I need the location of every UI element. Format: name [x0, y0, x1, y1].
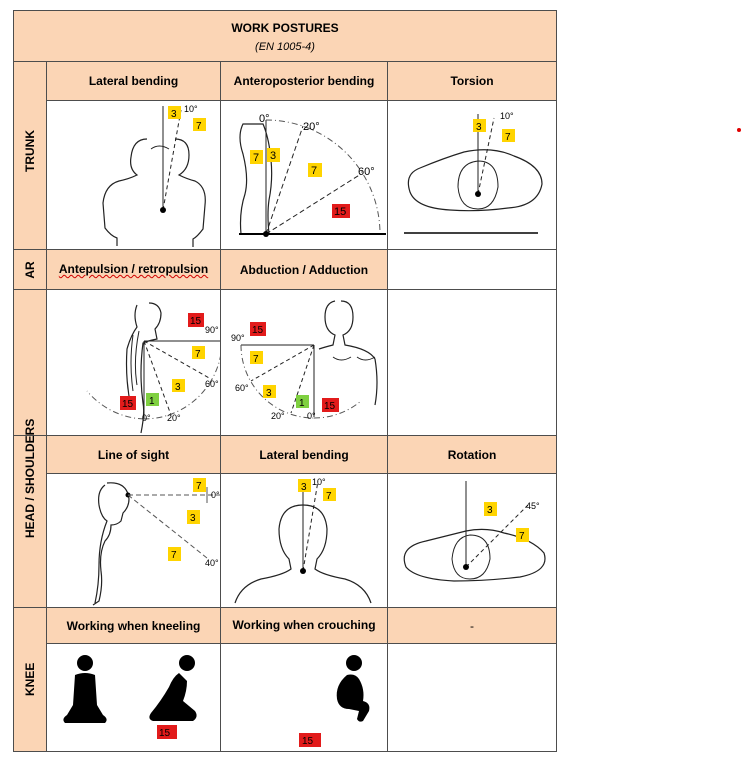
- svg-text:0°: 0°: [307, 411, 316, 421]
- svg-text:0°: 0°: [259, 113, 270, 125]
- svg-text:1: 1: [299, 398, 305, 409]
- svg-text:3: 3: [476, 122, 482, 133]
- col-header-torsion: Torsion: [386, 61, 558, 101]
- svg-text:10°: 10°: [500, 111, 514, 121]
- empty-cell: [386, 643, 558, 752]
- svg-text:45°: 45°: [526, 501, 540, 511]
- svg-text:90°: 90°: [231, 333, 245, 343]
- svg-text:3: 3: [266, 388, 272, 399]
- svg-text:20°: 20°: [271, 411, 285, 421]
- svg-text:10°: 10°: [312, 477, 326, 487]
- svg-text:7: 7: [253, 152, 259, 164]
- col-header-crouching: Working when crouching: [220, 607, 388, 644]
- kneeling-score-badge: 15: [159, 728, 171, 739]
- svg-text:60°: 60°: [235, 383, 249, 393]
- col-header-dash: -: [386, 607, 558, 644]
- svg-text:7: 7: [171, 550, 177, 561]
- col-header-rotation: Rotation: [386, 435, 558, 474]
- svg-text:0°: 0°: [211, 490, 220, 500]
- svg-text:60°: 60°: [358, 166, 375, 178]
- table-title: WORK POSTURES (EN 1005-4): [12, 10, 558, 62]
- svg-text:20°: 20°: [167, 413, 181, 423]
- ar-antepulsion-illustration: 90° 60° 20° 0° 15 7 3 1 15: [46, 289, 221, 436]
- work-postures-table: WORK POSTURES (EN 1005-4) TRUNK Lateral …: [12, 10, 558, 752]
- svg-text:15: 15: [190, 316, 202, 327]
- empty-cell: [386, 289, 558, 436]
- ar-abduction-illustration: 90° 60° 20° 0° 15 7 3 1 15: [220, 289, 388, 436]
- head-rotation-illustration: 45° 3 7: [386, 473, 558, 608]
- section-label-knee: KNEE: [13, 607, 47, 752]
- svg-text:3: 3: [301, 482, 307, 493]
- col-header-abduction: Abduction / Adduction: [220, 249, 388, 290]
- svg-text:7: 7: [195, 349, 201, 360]
- svg-text:7: 7: [311, 165, 317, 177]
- col-header-kneeling: Working when kneeling: [46, 607, 221, 644]
- svg-text:0°: 0°: [142, 413, 151, 423]
- crouching-score-badge: 15: [302, 736, 314, 747]
- trunk-lateral-bending-illustration: 10° 3 7: [46, 100, 221, 250]
- svg-text:90°: 90°: [205, 325, 219, 335]
- svg-text:15: 15: [252, 325, 264, 336]
- title: WORK POSTURES: [231, 21, 339, 35]
- head-lateral-bending-illustration: 10° 3 7: [220, 473, 388, 608]
- svg-text:60°: 60°: [205, 379, 219, 389]
- svg-text:15: 15: [324, 401, 336, 412]
- svg-text:7: 7: [253, 354, 259, 365]
- svg-text:7: 7: [196, 481, 202, 492]
- col-header-antepulsion: Antepulsion / retropulsion: [46, 249, 221, 290]
- section-label-ar-blank: [13, 289, 47, 436]
- svg-text:7: 7: [505, 132, 511, 143]
- section-label-trunk: TRUNK: [13, 61, 47, 250]
- section-label-head-shoulders: HEAD / SHOULDERS: [13, 418, 47, 608]
- col-header-anteroposterior-bending: Anteroposterior bending: [220, 61, 388, 101]
- svg-text:40°: 40°: [205, 558, 219, 568]
- col-header-head-lateral-bending: Lateral bending: [220, 435, 388, 474]
- svg-text:3: 3: [270, 150, 276, 162]
- col-header-line-of-sight: Line of sight: [46, 435, 221, 474]
- trunk-torsion-illustration: 10° 3 7: [386, 100, 558, 250]
- svg-text:15: 15: [334, 206, 346, 218]
- section-label-ar: AR: [13, 249, 47, 290]
- knee-kneeling-illustration: 15: [46, 643, 221, 752]
- svg-text:7: 7: [326, 491, 332, 502]
- angle-label-10: 10°: [184, 104, 198, 114]
- badge-7: 7: [196, 121, 202, 132]
- svg-text:1: 1: [149, 396, 155, 407]
- red-dot-marker: [737, 128, 741, 132]
- svg-text:15: 15: [122, 399, 134, 410]
- knee-crouching-illustration: 15: [220, 643, 388, 752]
- head-line-of-sight-illustration: 0° 40° 7 3 7: [46, 473, 221, 608]
- svg-text:3: 3: [175, 382, 181, 393]
- trunk-anteroposterior-illustration: 0° 20° 60° 7 3 7 15: [220, 100, 388, 250]
- empty-cell: [386, 249, 558, 290]
- subtitle: (EN 1005-4): [255, 41, 315, 53]
- col-header-lateral-bending: Lateral bending: [46, 61, 221, 101]
- svg-text:3: 3: [487, 505, 493, 516]
- svg-text:7: 7: [519, 531, 525, 542]
- svg-text:20°: 20°: [303, 121, 320, 133]
- svg-text:3: 3: [190, 513, 196, 524]
- badge-3: 3: [171, 109, 177, 120]
